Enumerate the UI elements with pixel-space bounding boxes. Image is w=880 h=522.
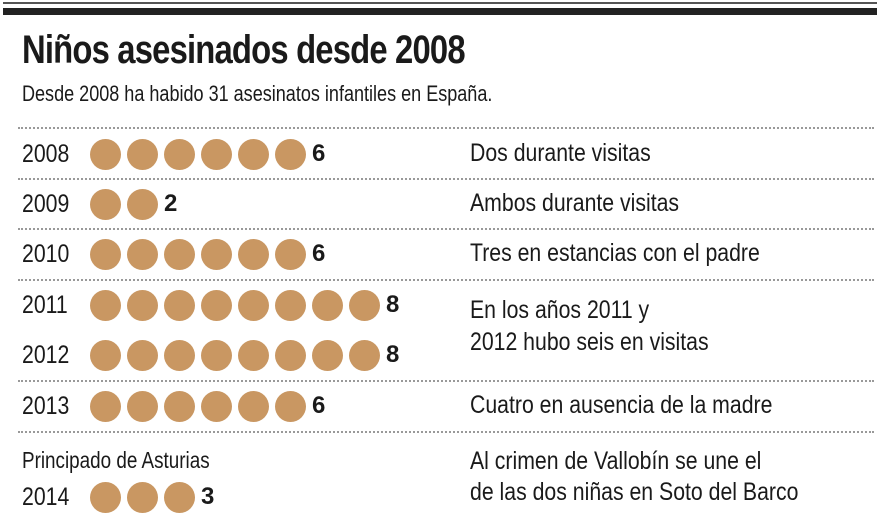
top-rule-thick [3,8,877,15]
victim-dot [90,238,121,270]
victim-dot [90,481,121,513]
year-row: 2014 3 [22,472,214,522]
victim-dot [275,138,306,170]
year-label: 2009 [22,189,70,218]
victim-dot [275,238,306,270]
victim-dot [90,289,121,321]
year-row: 2009 2 [22,179,177,229]
victim-dot [349,289,380,321]
count-label: 2 [164,190,178,217]
divider [18,228,874,230]
divider [18,178,874,180]
count-label: 6 [312,392,326,419]
year-row: 2011 8 [22,280,399,330]
chart-subtitle: Desde 2008 ha habido 31 asesinatos infan… [22,81,493,106]
victim-dot [90,339,121,371]
count-label: 8 [386,341,400,368]
victim-dot [90,390,121,422]
divider [18,380,874,382]
victim-dot [275,289,306,321]
victim-dot [164,339,195,371]
year-label: 2012 [22,340,70,369]
year-row: 2010 6 [22,229,325,279]
note: Tres en estancias con el padre [470,239,760,267]
victim-dot [238,339,269,371]
region-label: Principado de Asturias [22,447,210,473]
year-row: 2013 6 [22,381,325,431]
victim-dot [238,238,269,270]
year-row: 2008 6 [22,129,325,179]
victim-dot [238,390,269,422]
victim-dot [164,138,195,170]
divider [18,279,874,281]
count-label: 6 [312,140,326,167]
year-label: 2008 [22,139,70,168]
count-label: 6 [312,240,326,267]
count-label: 8 [386,291,400,318]
victim-dot [164,390,195,422]
note: de las dos niñas en Soto del Barco [470,478,799,506]
note: Cuatro en ausencia de la madre [470,391,773,419]
victim-dot [275,339,306,371]
victim-dot [312,339,343,371]
victim-dot [164,289,195,321]
note: En los años 2011 y [470,296,650,324]
year-label: 2011 [22,290,68,319]
dot-group [90,481,195,513]
note: Ambos durante visitas [470,189,680,217]
victim-dot [164,238,195,270]
divider [18,127,874,129]
note: Al crimen de Vallobín se une el [470,447,762,475]
note: 2012 hubo seis en visitas [470,328,709,356]
dot-group [90,390,306,422]
victim-dot [201,339,232,371]
victim-dot [201,138,232,170]
victim-dot [349,339,380,371]
victim-dot [127,339,158,371]
dot-group [90,188,158,220]
divider [18,431,874,433]
year-label: 2014 [22,482,70,511]
victim-dot [127,390,158,422]
victim-dot [275,390,306,422]
victim-dot [127,481,158,513]
victim-dot [127,238,158,270]
victim-dot [90,188,121,220]
victim-dot [90,138,121,170]
dot-group [90,289,380,321]
dot-group [90,138,306,170]
dot-group [90,238,306,270]
victim-dot [164,481,195,513]
year-row: 2012 8 [22,330,399,380]
victim-dot [238,289,269,321]
year-label: 2013 [22,391,70,420]
top-rule-thin [3,2,877,4]
victim-dot [238,138,269,170]
dot-group [90,339,380,371]
victim-dot [201,289,232,321]
victim-dot [127,138,158,170]
victim-dot [201,238,232,270]
chart-title: Niños asesinados desde 2008 [22,28,466,72]
year-label: 2010 [22,239,70,268]
note: Dos durante visitas [470,139,651,167]
victim-dot [127,289,158,321]
count-label: 3 [201,483,215,510]
victim-dot [312,289,343,321]
victim-dot [201,390,232,422]
victim-dot [127,188,158,220]
